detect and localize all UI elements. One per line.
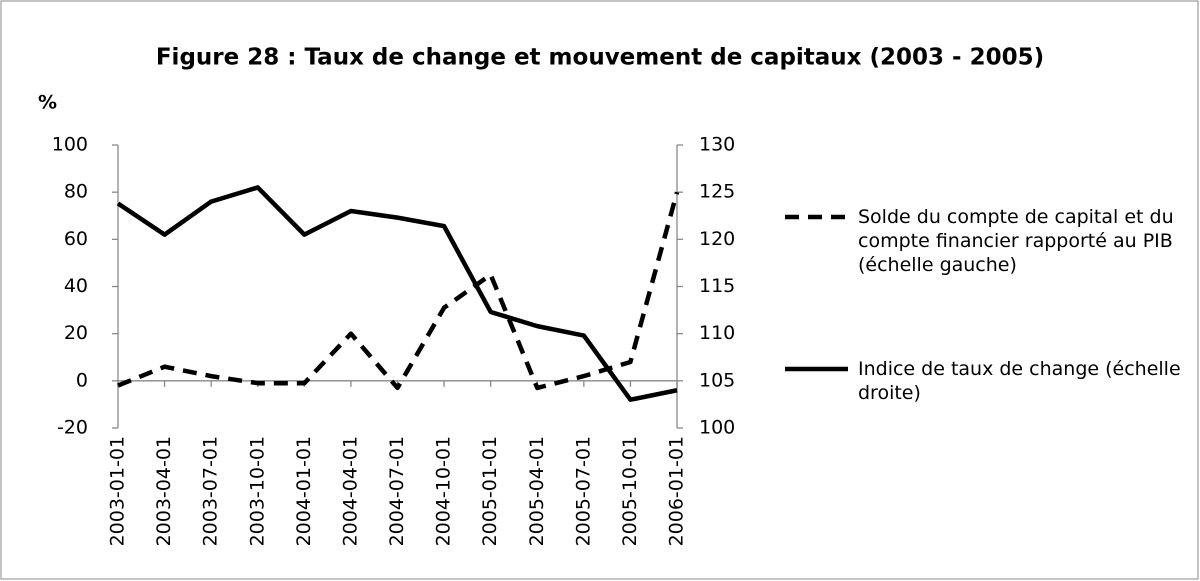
y-tick-label: 100 — [52, 134, 88, 156]
series-line — [117, 191, 680, 391]
y2-tick-label: 120 — [699, 228, 735, 250]
y-tick-label: -20 — [57, 417, 88, 439]
series-line — [116, 185, 678, 402]
x-tick-label: 2003-04-01 — [153, 436, 175, 546]
y2-tick-label: 115 — [699, 275, 735, 297]
y2-tick-label: 105 — [699, 369, 735, 391]
legend-label: Solde du compte de capital et du compte … — [858, 206, 1174, 276]
x-tick-label: 2003-10-01 — [246, 436, 268, 546]
chart-title: Figure 28 : Taux de change et mouvement … — [156, 45, 1044, 71]
x-tick-label: 2005-10-01 — [619, 436, 641, 546]
x-tick-label: 2005-07-01 — [572, 436, 594, 546]
x-tick-label: 2004-04-01 — [339, 436, 361, 546]
x-tick-label: 2003-01-01 — [107, 436, 129, 546]
y-tick-label: 0 — [76, 369, 88, 391]
x-tick-label: 2006-01-01 — [666, 436, 688, 546]
x-tick-label: 2004-07-01 — [386, 436, 408, 546]
y2-tick-label: 125 — [699, 181, 735, 203]
y2-tick-label: 130 — [699, 134, 735, 156]
legend-label: Indice de taux de change (échelle droite… — [858, 358, 1181, 404]
x-tick-label: 2005-01-01 — [479, 436, 501, 546]
y-tick-label: 60 — [64, 228, 88, 250]
x-tick-label: 2004-10-01 — [433, 436, 455, 546]
y2-tick-label: 100 — [699, 417, 735, 439]
y-axis-label: % — [38, 92, 57, 114]
y-tick-label: 20 — [64, 322, 88, 344]
x-tick-label: 2005-04-01 — [526, 436, 548, 546]
x-tick-label: 2003-07-01 — [200, 436, 222, 546]
y-tick-label: 40 — [64, 275, 88, 297]
x-tick-label: 2004-01-01 — [293, 436, 315, 546]
y-tick-label: 80 — [64, 181, 88, 203]
y2-tick-label: 110 — [699, 322, 735, 344]
